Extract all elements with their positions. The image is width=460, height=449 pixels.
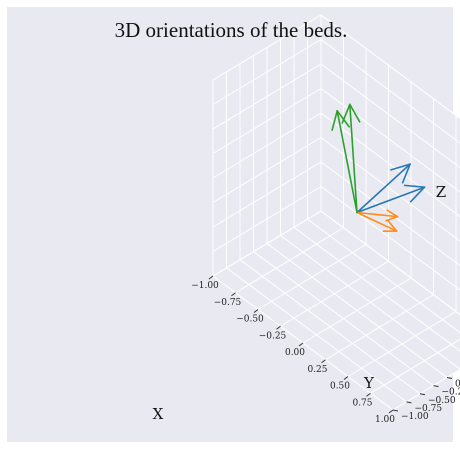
arrow-head-0-1-0: [403, 184, 426, 188]
arrow-1-0: [356, 209, 399, 222]
y-tick-label-1: −0.75: [415, 404, 443, 414]
arrow-head-1-0-0: [386, 209, 399, 218]
arrow-head-0-0-0: [390, 163, 411, 171]
arrow-head-2-1-1: [336, 110, 350, 128]
arrow-shaft-1-0: [356, 211, 399, 218]
grid-lines: [212, 14, 460, 411]
tick-marks: −1.00−1.00−1.00−0.75−0.75−0.75−0.50−0.50…: [191, 275, 460, 425]
arrow-head-0-0-1: [401, 163, 411, 184]
left-grid-z-5: [212, 88, 322, 154]
x-tick-1: [231, 292, 236, 297]
chart-title: 3D orientations of the beds.: [115, 18, 348, 42]
floor-grid-y-5: [280, 234, 460, 370]
floor-grid-y-4: [266, 243, 448, 378]
arrow-head-1-1-0: [387, 220, 398, 232]
y-tick-label-2: −0.50: [428, 396, 456, 406]
x-tick-8: [388, 409, 394, 414]
y-tick-4: [446, 377, 453, 379]
left-grid-z-6: [212, 63, 322, 130]
x-tick-label-0: −1.00: [191, 281, 219, 291]
arrow-head-0-1-1: [409, 186, 426, 203]
back-grid-z-8: [320, 14, 460, 120]
y-tick-label-3: −0.25: [442, 388, 460, 398]
arrow-shaft-2-1: [336, 110, 358, 214]
x-tick-label-8: 1.00: [375, 415, 395, 425]
arrow-head-2-1-0: [331, 110, 339, 131]
z-axis-label: Z: [436, 183, 446, 201]
arrow-head-1-0-1: [385, 215, 399, 222]
floor-grid-x-6: [347, 311, 457, 377]
arrow-2-1: [331, 110, 358, 214]
left-grid-z-8: [212, 14, 322, 81]
arrow-shaft-0-0: [356, 163, 411, 214]
arrow-0-0: [356, 163, 411, 214]
y-tick-label-0: −1.00: [401, 412, 429, 422]
left-grid-z-4: [212, 112, 322, 179]
x-tick-3: [276, 325, 281, 330]
left-grid-z-7: [212, 39, 322, 105]
x-tick-5: [321, 359, 326, 364]
y-tick-1: [406, 401, 412, 404]
x-tick-4: [298, 342, 304, 347]
x-tick-label-4: 0.00: [285, 348, 305, 358]
arrow-head-2-0-1: [348, 103, 361, 123]
back-grid-z-4: [320, 112, 460, 218]
x-axis-label: X: [153, 405, 164, 423]
arrow-shaft-1-1: [356, 211, 398, 232]
x-tick-label-2: −0.50: [236, 315, 264, 325]
x-tick-label-3: −0.25: [259, 331, 287, 341]
x-tick-2: [253, 309, 259, 313]
floor-grid-y-6: [293, 226, 460, 352]
x-tick-label-1: −0.75: [214, 298, 242, 308]
x-tick-7: [366, 392, 371, 397]
arrow-shaft-2-0: [348, 103, 358, 214]
x-tick-label-7: 0.75: [352, 398, 372, 408]
floor-grid-y-7: [307, 218, 460, 334]
back-grid-z-6: [320, 63, 460, 169]
x-tick-label-6: 0.50: [330, 382, 350, 392]
x-tick-label-5: 0.25: [307, 365, 327, 375]
y-axis-label: Y: [363, 374, 375, 392]
floor-grid-x-7: [370, 338, 460, 394]
y-tick-label-4: 0.00: [455, 380, 460, 390]
y-tick-2: [419, 393, 426, 396]
x-tick-6: [343, 376, 349, 380]
x-tick-0: [208, 275, 214, 280]
y-tick-3: [433, 385, 439, 388]
floor-grid-x-5: [325, 294, 434, 361]
arrow-0-1: [356, 184, 426, 214]
y-tick-0: [392, 409, 399, 412]
floor-grid-y-8: [320, 210, 460, 316]
arrow-1-1: [356, 211, 398, 233]
back-grid-z-7: [320, 39, 460, 144]
arrow-shaft-0-1: [356, 186, 426, 214]
vector-arrows: [331, 103, 426, 233]
